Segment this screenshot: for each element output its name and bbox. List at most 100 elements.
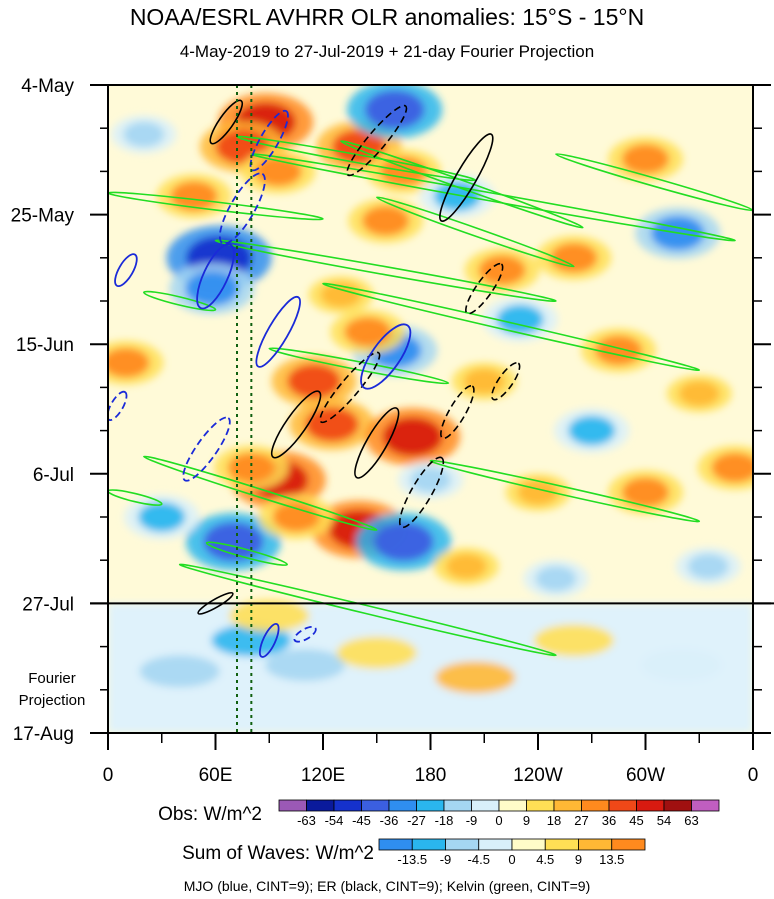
anomaly-field [108, 85, 753, 733]
x-tick-label: 60W [626, 765, 665, 786]
mjo-contour [196, 243, 235, 310]
obs-colorbar-swatch [443, 799, 472, 812]
projection-blob [229, 599, 310, 632]
anomaly-blob [287, 364, 341, 399]
projection-blob [265, 649, 346, 682]
waves-colorbar-tick-label: 13.5 [599, 852, 624, 867]
obs-colorbar-tick-label: 9 [523, 813, 530, 828]
colorbars: -63 -54 -45 -36 -27 -18 -9 0 9 18 27 36 45 54 63 Obs: W… [158, 799, 720, 867]
anomaly-blob [535, 566, 577, 592]
waves-colorbar-swatch [578, 838, 613, 851]
anomaly-blob [138, 502, 186, 532]
anomaly-blob [227, 452, 275, 483]
kelvin-contour [268, 347, 450, 385]
chart-title: NOAA/ESRL AVHRR OLR anomalies: 15°S - 15… [129, 4, 645, 30]
obs-colorbar-tick-label: 27 [574, 813, 588, 828]
obs-colorbar-swatch [526, 799, 555, 812]
anomaly-blob [568, 415, 616, 446]
projection-blob [139, 655, 220, 688]
waves-colorbar-swatch [478, 838, 513, 851]
mjo-contour [258, 623, 280, 658]
waves-colorbar-tick-label: 0 [508, 852, 515, 867]
kelvin-contour [375, 196, 575, 268]
obs-colorbar-swatch [636, 799, 665, 812]
anomaly-blob [382, 417, 443, 457]
x-tick-label: 60E [199, 765, 233, 786]
y-tick-label: 15-Jun [16, 335, 74, 356]
plot-area [108, 85, 753, 733]
anomaly-blob [305, 407, 359, 442]
obs-colorbar-tick-label: 36 [602, 813, 616, 828]
y-tick-label: 27-Jul [22, 594, 74, 615]
projection-blob [435, 661, 516, 694]
obs-colorbar-swatch [581, 799, 610, 812]
projection-blob [533, 624, 614, 657]
obs-colorbar-swatch [416, 799, 445, 812]
kelvin-contour [340, 140, 584, 229]
anomaly-blob [687, 553, 729, 579]
obs-colorbar-tick-label: -27 [407, 813, 426, 828]
kelvin-contour [205, 541, 288, 566]
mjo-contour [293, 625, 317, 643]
obs-colorbar-swatch [306, 799, 335, 812]
kelvin-contour [322, 282, 701, 372]
kelvin-contour [250, 153, 736, 242]
x-tick-label: 120E [301, 765, 345, 786]
er-contour [440, 384, 475, 440]
er-contour [270, 390, 322, 459]
obs-colorbar-swatch [278, 799, 307, 812]
obs-colorbar-tick-label: -54 [325, 813, 344, 828]
anomaly-blob [123, 121, 165, 147]
anomaly-blob [463, 368, 505, 394]
mjo-contour [360, 323, 412, 390]
obs-colorbar-swatch [663, 799, 692, 812]
kelvin-contour [143, 455, 378, 531]
forecast-label: Fourier [28, 670, 76, 687]
obs-colorbar-tick-label: 18 [547, 813, 561, 828]
er-contour [319, 351, 381, 424]
mjo-contour [182, 416, 231, 482]
obs-colorbar-tick-label: 63 [684, 813, 698, 828]
y-tick-label: 25-May [11, 206, 75, 227]
mjo-contour [114, 253, 138, 288]
obs-colorbar-tick-label: -63 [297, 813, 316, 828]
obs-colorbar-tick-label: 54 [657, 813, 671, 828]
er-contour [465, 262, 504, 315]
waves-colorbar-tick-label: -9 [440, 852, 452, 867]
obs-colorbar-tick-label: 45 [629, 813, 643, 828]
axes: 4-May 25-May 15-Jun 6-Jul 27-Jul 17-Aug 0 60E 12… [11, 76, 774, 786]
mjo-contour [218, 172, 266, 245]
obs-colorbar-swatch [361, 799, 390, 812]
er-contour [398, 456, 445, 529]
anomaly-blob [272, 502, 320, 532]
obs-colorbar-tick-label: -18 [435, 813, 454, 828]
anomaly-blob [678, 381, 720, 407]
waves-colorbar-swatch [611, 838, 646, 851]
waves-colorbar-tick-label: -4.5 [468, 852, 490, 867]
waves-colorbar-tick-label: 9 [575, 852, 582, 867]
forecast-label: Projection [19, 692, 86, 709]
kelvin-contour [214, 239, 557, 303]
mjo-contour [249, 109, 289, 172]
contour-legend: MJO (blue, CINT=9); ER (black, CINT=9); … [184, 878, 591, 894]
anomaly-blob [446, 553, 487, 579]
obs-colorbar-swatch [608, 799, 637, 812]
anomaly-blob [595, 335, 643, 366]
anomaly-blob [373, 522, 434, 561]
anomaly-blob [108, 347, 150, 378]
er-contour [439, 133, 494, 222]
obs-colorbar-swatch [333, 799, 362, 812]
kelvin-contour [178, 563, 557, 657]
obs-colorbar-tick-label: -9 [466, 813, 478, 828]
x-tick-label: 0 [103, 765, 114, 786]
projection-blob [641, 649, 722, 682]
obs-colorbar-swatch [471, 799, 500, 812]
chart-subtitle: 4-May-2019 to 27-Jul-2019 + 21-day Fouri… [179, 42, 595, 61]
anomaly-blob [170, 181, 218, 211]
projection-blob [336, 636, 417, 669]
waves-colorbar-swatch [544, 838, 579, 851]
waves-colorbar-swatch [378, 838, 413, 851]
waves-colorbar-swatch [445, 838, 480, 851]
kelvin-contour [429, 459, 701, 523]
obs-colorbar-swatch [388, 799, 417, 812]
